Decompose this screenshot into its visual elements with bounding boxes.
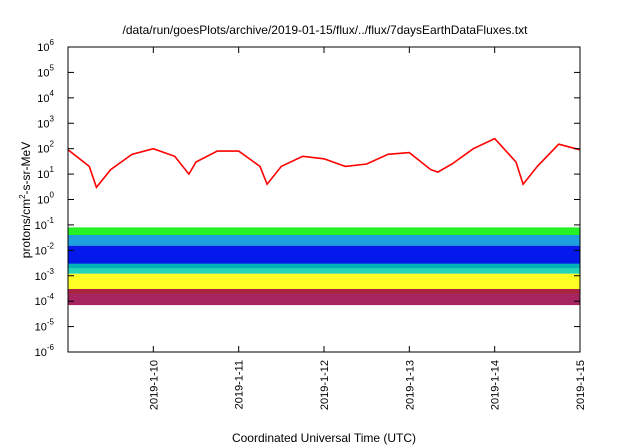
y-tick-exp: -4	[47, 292, 55, 301]
y-tick-base: 10	[37, 42, 49, 54]
x-tick-label: 2019-1-14	[490, 360, 502, 410]
x-tick-label: 2019-1-12	[319, 360, 331, 410]
x-tick-label: 2019-1-13	[404, 360, 416, 410]
y-tick-exp: 3	[50, 114, 55, 123]
y-tick-base: 10	[35, 296, 47, 308]
y-tick-exp: -3	[47, 267, 55, 276]
x-tick-label: 2019-1-15	[575, 360, 587, 410]
y-axis-label: protons/cm2-s-sr-MeV	[18, 142, 33, 258]
series-1-line	[67, 137, 581, 190]
y-tick-label: 10-6	[35, 343, 55, 359]
x-axis-label: Coordinated Universal Time (UTC)	[232, 431, 416, 445]
y-tick-exp: 6	[50, 38, 55, 47]
plot-area	[67, 137, 581, 306]
x-tick-label: 2019-1-11	[234, 360, 246, 409]
y-tick-exp: -1	[47, 216, 55, 225]
y-tick-label: 10-2	[35, 241, 55, 257]
y-tick-base: 10	[37, 93, 49, 105]
series-5-band	[68, 263, 580, 274]
series-6-band	[68, 273, 580, 294]
y-tick-base: 10	[35, 245, 47, 257]
y-axis-label-rest: -s-sr-MeV	[19, 142, 33, 195]
y-tick-label: 10-4	[35, 292, 55, 308]
y-tick-base: 10	[35, 322, 47, 334]
y-tick-label: 100	[37, 191, 54, 207]
y-tick-base: 10	[35, 347, 47, 359]
y-tick-label: 101	[37, 165, 54, 181]
y-tick-label: 104	[37, 89, 54, 105]
y-tick-exp: -6	[47, 343, 55, 352]
y-tick-label: 105	[37, 63, 54, 79]
x-tick-label: 2019-1-10	[148, 360, 160, 410]
y-tick-exp: -2	[47, 241, 55, 250]
y-axis-label-sup: 2	[18, 194, 27, 199]
y-tick-base: 10	[37, 195, 49, 207]
y-tick-base: 10	[35, 271, 47, 283]
y-tick-base: 10	[37, 169, 49, 181]
y-tick-base: 10	[37, 67, 49, 79]
y-tick-label: 10-5	[35, 318, 55, 334]
axes: 10-610-510-410-310-210-11001011021031041…	[35, 38, 587, 410]
y-tick-base: 10	[37, 118, 49, 130]
y-tick-exp: -5	[47, 318, 55, 327]
y-tick-base: 10	[35, 220, 47, 232]
series-7-band	[68, 289, 580, 306]
series-4-band	[68, 245, 580, 269]
y-tick-exp: 2	[50, 140, 55, 149]
y-tick-label: 106	[37, 38, 54, 54]
plot-frame	[67, 46, 581, 353]
y-tick-exp: 4	[50, 89, 55, 98]
y-tick-label: 10-3	[35, 267, 55, 283]
y-axis-label-main: protons/cm	[19, 199, 33, 258]
y-tick-exp: 5	[50, 63, 55, 72]
y-tick-label: 102	[37, 140, 54, 156]
y-tick-base: 10	[37, 144, 49, 156]
y-tick-exp: 1	[50, 165, 55, 174]
y-tick-label: 103	[37, 114, 54, 130]
y-tick-label: 10-1	[35, 216, 55, 232]
y-tick-exp: 0	[50, 191, 55, 200]
chart-title: /data/run/goesPlots/archive/2019-01-15/f…	[123, 23, 529, 37]
